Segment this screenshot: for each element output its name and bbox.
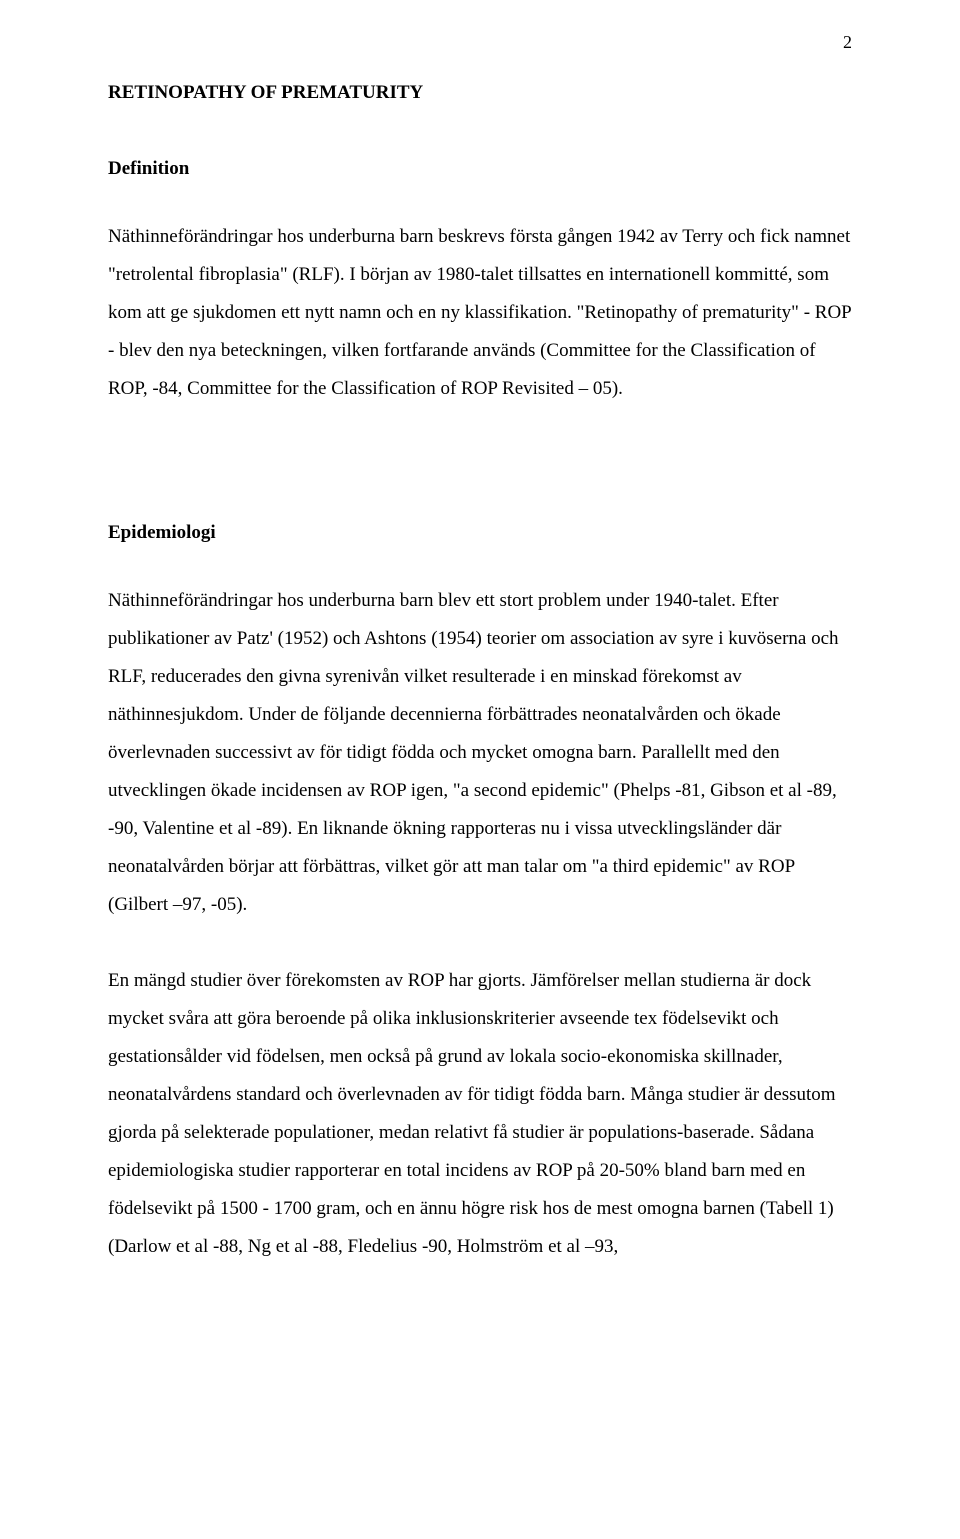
paragraph-definition: Näthinneförändringar hos underburna barn… xyxy=(108,218,852,408)
document-page: 2 RETINOPATHY OF PREMATURITY Definition … xyxy=(0,0,960,1539)
document-title: RETINOPATHY OF PREMATURITY xyxy=(108,82,852,104)
paragraph-epidemiologi-1: Näthinneförändringar hos underburna barn… xyxy=(108,582,852,924)
paragraph-epidemiologi-2: En mängd studier över förekomsten av ROP… xyxy=(108,962,852,1266)
section-heading-definition: Definition xyxy=(108,158,852,180)
section-heading-epidemiologi: Epidemiologi xyxy=(108,522,852,544)
page-number: 2 xyxy=(843,32,852,53)
